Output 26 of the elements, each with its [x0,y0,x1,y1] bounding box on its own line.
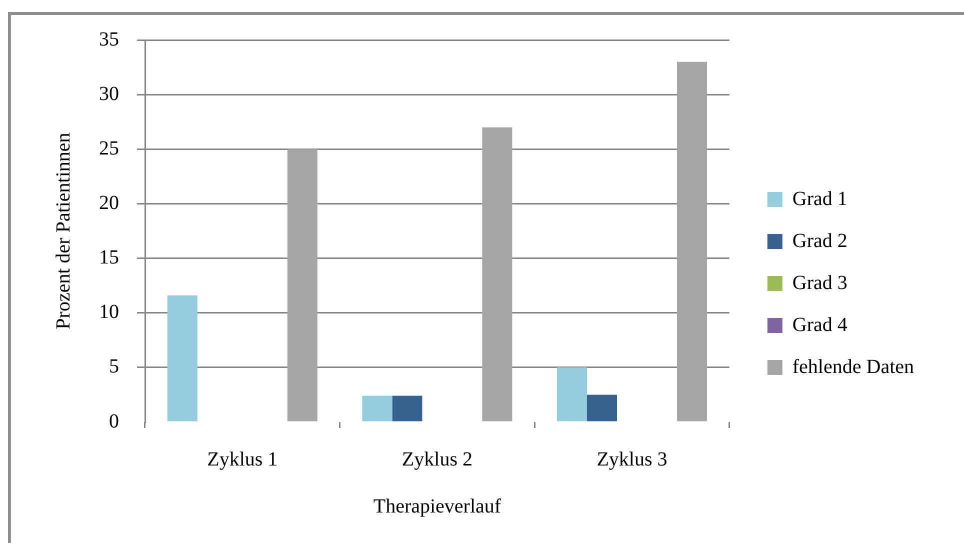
x-tick-label: Zyklus 2 [402,448,472,470]
legend-label: Grad 2 [792,230,848,252]
y-tick-label: 0 [109,410,119,432]
x-tick-label: Zyklus 3 [596,448,668,470]
legend-label: fehlende Daten [792,356,914,378]
x-tick-label: Zyklus 1 [207,448,278,470]
y-tick-label: 10 [99,301,119,324]
y-tick-label: 35 [99,28,119,50]
legend-label: Grad 4 [792,314,848,336]
bar [392,396,422,422]
y-axis-title: Prozent der Patientinnen [52,132,74,330]
bar [287,149,318,422]
x-axis-title: Therapieverlauf [373,495,502,518]
bar [677,62,707,422]
y-tick-label: 20 [99,192,119,214]
y-tick-label: 15 [99,246,119,269]
bar [482,127,512,422]
legend-label: Grad 3 [792,272,848,294]
y-tick-label: 25 [99,137,119,160]
legend-label: Grad 1 [792,188,848,210]
bar [362,396,392,422]
bar [167,295,198,422]
y-tick-label: 30 [99,82,119,105]
bar [587,394,617,422]
bar [557,367,587,422]
y-tick-label: 5 [109,356,119,378]
